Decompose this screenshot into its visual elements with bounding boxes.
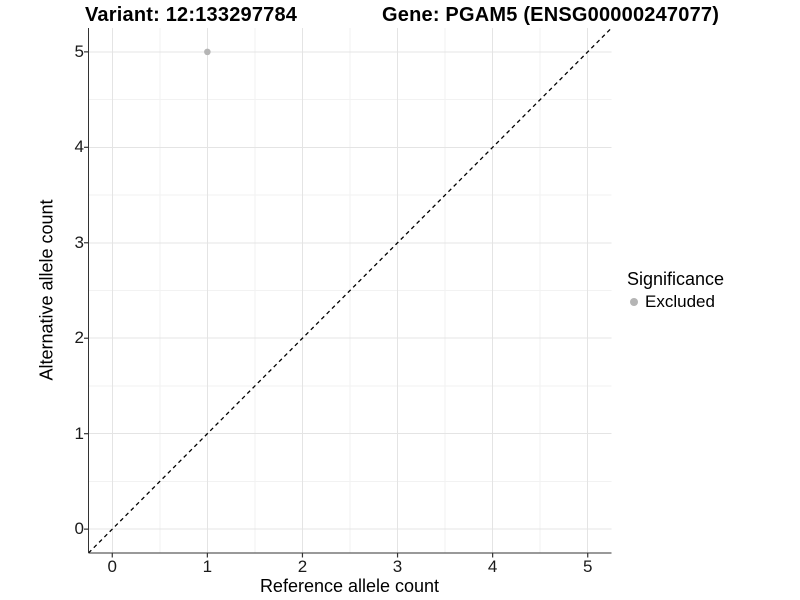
x-tick-label: 5 xyxy=(582,557,593,576)
x-tick-label: 4 xyxy=(487,557,498,576)
y-tick-label: 5 xyxy=(74,41,84,61)
identity-reference-line xyxy=(88,27,612,554)
x-tick-label: 0 xyxy=(107,557,117,576)
circle-marker-icon xyxy=(630,297,638,306)
x-tick-label: 3 xyxy=(392,557,403,576)
x-axis-title: Reference allele count xyxy=(259,576,440,596)
y-tick-label: 2 xyxy=(74,328,84,348)
y-tick-label: 4 xyxy=(74,137,84,157)
legend: Significance Excluded xyxy=(627,269,724,312)
x-tick-label: 2 xyxy=(297,557,308,576)
y-axis-title: Alternative allele count xyxy=(36,199,57,381)
data-point xyxy=(204,48,211,56)
x-tick-label: 1 xyxy=(202,557,213,576)
legend-item-excluded: Excluded xyxy=(627,291,724,312)
y-tick-label: 1 xyxy=(74,423,84,443)
legend-title: Significance xyxy=(627,269,725,289)
y-tick-label: 3 xyxy=(74,232,84,252)
y-tick-label: 0 xyxy=(74,519,84,539)
legend-item-label: Excluded xyxy=(645,291,715,311)
plot-title-variant: Variant: 12:133297784 xyxy=(85,4,298,26)
plot-title-gene: Gene: PGAM5 (ENSG00000247077) xyxy=(382,4,720,26)
